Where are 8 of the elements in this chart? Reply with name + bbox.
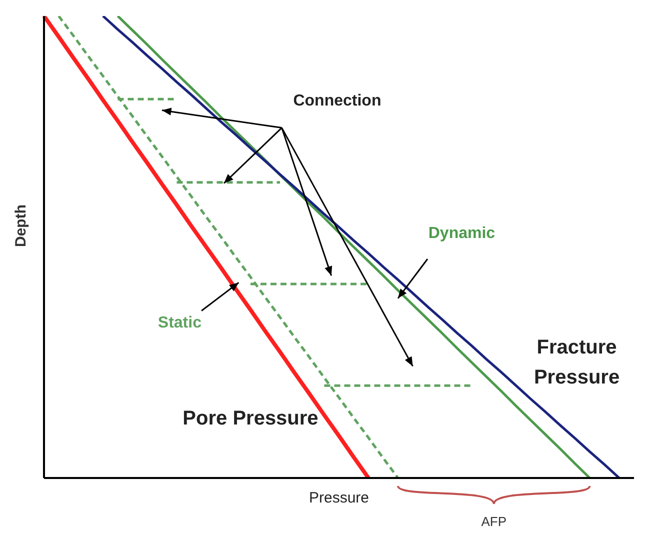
series-label: Fracture Pressure	[534, 336, 620, 388]
text: AFP	[481, 514, 507, 529]
x-axis-title: Pressure	[308, 490, 370, 507]
series-label: Pore Pressure	[182, 407, 318, 430]
y-axis-title: Depth	[12, 204, 30, 247]
text: Static	[158, 314, 202, 332]
text: Dynamic	[428, 224, 496, 242]
annotation: Connection	[293, 92, 382, 110]
